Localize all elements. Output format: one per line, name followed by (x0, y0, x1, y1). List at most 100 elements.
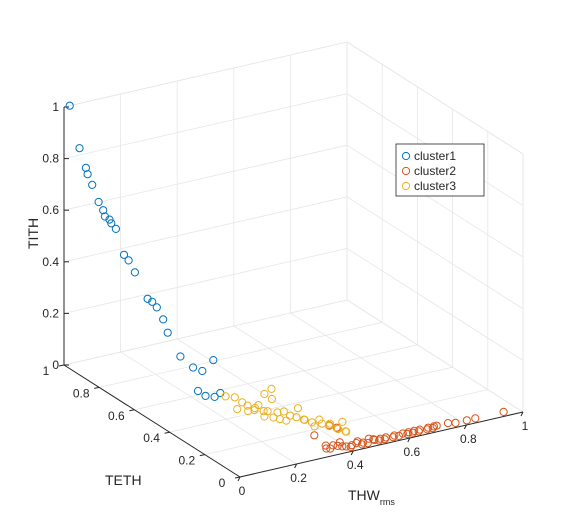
data-point-cluster2 (310, 431, 319, 440)
legend-label-cluster2: cluster2 (414, 164, 456, 178)
legend-marker-cluster2 (401, 166, 411, 176)
data-point-cluster2 (443, 419, 453, 428)
y-axis-line (63, 364, 241, 478)
data-point-cluster3 (238, 398, 247, 407)
legend-marker-cluster3 (401, 181, 411, 191)
data-point-cluster1 (163, 328, 172, 337)
x-tick-mark (520, 411, 524, 417)
y-tick-label: 0.2 (178, 454, 195, 468)
box-edge (346, 41, 524, 155)
y-tick-label: 0.8 (73, 386, 90, 400)
grid-line (99, 322, 383, 388)
data-point-cluster2 (342, 442, 351, 451)
data-point-cluster3 (259, 407, 268, 416)
data-point-cluster3 (267, 394, 276, 404)
data-point-cluster2 (359, 438, 368, 447)
z-axis-label: TITH (25, 218, 41, 249)
data-point-cluster2 (432, 421, 441, 430)
data-point-cluster2 (398, 429, 407, 438)
data-point-cluster3 (317, 419, 326, 428)
data-point-cluster1 (105, 215, 114, 224)
legend-box (395, 143, 485, 197)
grid-line (233, 325, 411, 439)
data-point-cluster3 (221, 392, 230, 401)
data-point-cluster2 (346, 442, 355, 452)
data-point-cluster3 (260, 412, 269, 421)
y-tick-mark (58, 364, 65, 367)
data-point-cluster3 (267, 384, 276, 393)
data-point-cluster3 (279, 407, 288, 416)
data-point-cluster2 (410, 426, 419, 435)
data-point-cluster3 (233, 405, 242, 414)
data-point-cluster2 (370, 435, 379, 445)
data-point-cluster2 (326, 444, 335, 453)
x-tick-mark (463, 424, 467, 430)
data-point-cluster1 (148, 297, 157, 306)
x-tick-mark (237, 476, 241, 482)
data-point-cluster1 (119, 250, 129, 259)
data-point-cluster3 (282, 416, 291, 425)
x-tick-mark (407, 437, 411, 443)
x-tick-label: 1 (522, 419, 529, 433)
box-edge (63, 41, 348, 108)
grid-line (346, 196, 524, 310)
data-point-cluster3 (250, 403, 259, 413)
data-point-cluster1 (65, 101, 74, 110)
data-point-cluster3 (310, 422, 319, 431)
y-tick-mark (199, 454, 205, 457)
data-point-cluster1 (130, 268, 139, 277)
data-point-cluster1 (124, 256, 133, 265)
legend-label-cluster1: cluster1 (414, 149, 456, 163)
data-point-cluster2 (390, 431, 399, 440)
data-point-cluster2 (322, 444, 331, 453)
data-point-cluster3 (230, 393, 239, 402)
data-point-cluster2 (451, 418, 460, 427)
x-tick-label: 0.8 (460, 432, 477, 446)
data-point-cluster2 (332, 423, 341, 432)
x-tick-mark (294, 463, 298, 469)
data-point-cluster1 (88, 180, 97, 189)
data-point-cluster1 (99, 206, 108, 215)
data-point-cluster1 (94, 197, 103, 207)
data-point-cluster3 (315, 415, 324, 424)
legend-label-cluster3: cluster3 (414, 179, 456, 193)
y-tick-label: 0.6 (108, 409, 125, 423)
y-tick-label: 1 (43, 364, 50, 378)
data-point-cluster1 (81, 163, 91, 172)
x-tick-mark (350, 450, 354, 456)
data-point-cluster1 (176, 352, 185, 361)
x-tick-label: 0 (239, 484, 246, 498)
grid-line (290, 312, 467, 426)
data-point-cluster2 (338, 442, 347, 451)
data-point-cluster1 (143, 294, 152, 303)
data-point-cluster2 (423, 425, 432, 434)
x-axis-label: THWrms (348, 487, 395, 507)
data-point-cluster3 (244, 407, 253, 416)
data-point-cluster1 (210, 392, 219, 401)
y-tick-mark (129, 409, 135, 412)
grid-line (63, 144, 348, 211)
data-point-cluster1 (152, 303, 161, 312)
data-point-cluster2 (462, 416, 471, 425)
z-tick-label: 0.8 (42, 152, 59, 166)
data-point-cluster1 (189, 363, 198, 372)
data-point-cluster2 (380, 435, 389, 444)
data-point-cluster1 (75, 144, 84, 153)
data-point-cluster1 (83, 170, 92, 179)
data-point-cluster3 (334, 424, 343, 434)
data-points (65, 101, 508, 453)
x-tick-label: 0.2 (290, 471, 307, 485)
grid-line (346, 248, 524, 361)
data-point-cluster1 (193, 386, 203, 396)
data-point-cluster3 (338, 417, 347, 426)
data-point-cluster2 (414, 427, 423, 436)
x-axis-line (239, 411, 524, 478)
grid-line (120, 351, 297, 465)
grid-line (176, 338, 354, 452)
grid-line (63, 196, 348, 263)
z-tick-label: 0.4 (42, 255, 59, 269)
data-point-cluster3 (300, 415, 309, 424)
data-point-cluster2 (375, 436, 384, 445)
